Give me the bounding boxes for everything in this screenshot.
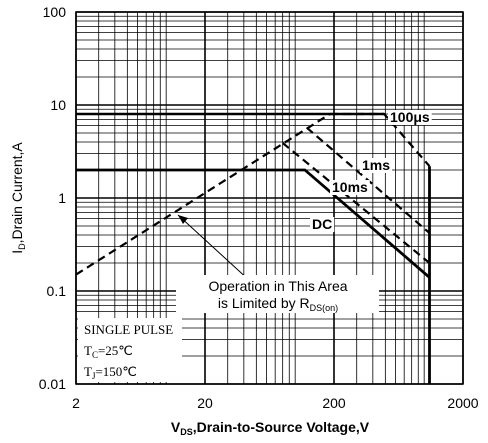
x-label-rest: ,Drain-to-Source Voltage,V [193, 419, 370, 435]
curves [75, 112, 431, 384]
curve [76, 168, 431, 279]
x-label-main: V [171, 419, 181, 435]
curve-label: 1ms [362, 157, 390, 173]
note-box [176, 275, 379, 313]
curve-label: DC [312, 216, 332, 232]
y-tick-label: 10 [50, 97, 66, 113]
condition: SINGLE PULSE [84, 322, 173, 337]
x-tick-label: 2000 [447, 395, 478, 411]
arrow-head [178, 215, 188, 224]
y-label-main: I [9, 250, 25, 254]
curve [282, 142, 431, 264]
y-tick-label: 100 [43, 4, 67, 20]
cond-rest: =25℃ [98, 343, 133, 358]
note-line: is Limited by RDS(on) [218, 295, 338, 313]
x-tick-label: 20 [197, 395, 213, 411]
note-text: is Limited by R [218, 295, 310, 311]
condition: TJ=150℃ [84, 364, 137, 381]
curve-label: 100μs [390, 109, 430, 125]
cond-main: T [84, 364, 92, 379]
note-arrow [177, 214, 251, 282]
y-tick-label: 0.1 [47, 283, 67, 299]
curve-label: 10ms [332, 179, 368, 195]
y-tick-label: 0.01 [39, 376, 66, 392]
x-axis-label: VDS,Drain-to-Source Voltage,V [171, 419, 370, 437]
plot-frame [75, 11, 464, 385]
conditions-box [78, 318, 182, 382]
grid [75, 11, 464, 385]
curve [329, 112, 431, 167]
x-tick-label: 200 [322, 395, 346, 411]
label-bg [330, 180, 370, 195]
label-bg [360, 158, 393, 173]
cond-rest: =150℃ [95, 364, 136, 379]
note-sub: DS(on) [310, 303, 339, 313]
x-label-sub: DS [180, 427, 193, 437]
curve [75, 113, 331, 276]
y-tick-label: 1 [58, 190, 66, 206]
cond-sub: C [92, 350, 98, 360]
label-bg [388, 110, 432, 125]
y-label-sub: D [17, 243, 27, 250]
cond-sub: J [92, 371, 96, 381]
note-line: Operation in This Area [208, 278, 347, 294]
y-axis-label: ID,Drain Current,A [9, 142, 27, 254]
label-bg [310, 217, 335, 232]
condition: TC=25℃ [84, 343, 133, 360]
cond-main: T [84, 343, 92, 358]
y-label-rest: ,Drain Current,A [9, 142, 25, 244]
x-tick-label: 2 [72, 395, 80, 411]
